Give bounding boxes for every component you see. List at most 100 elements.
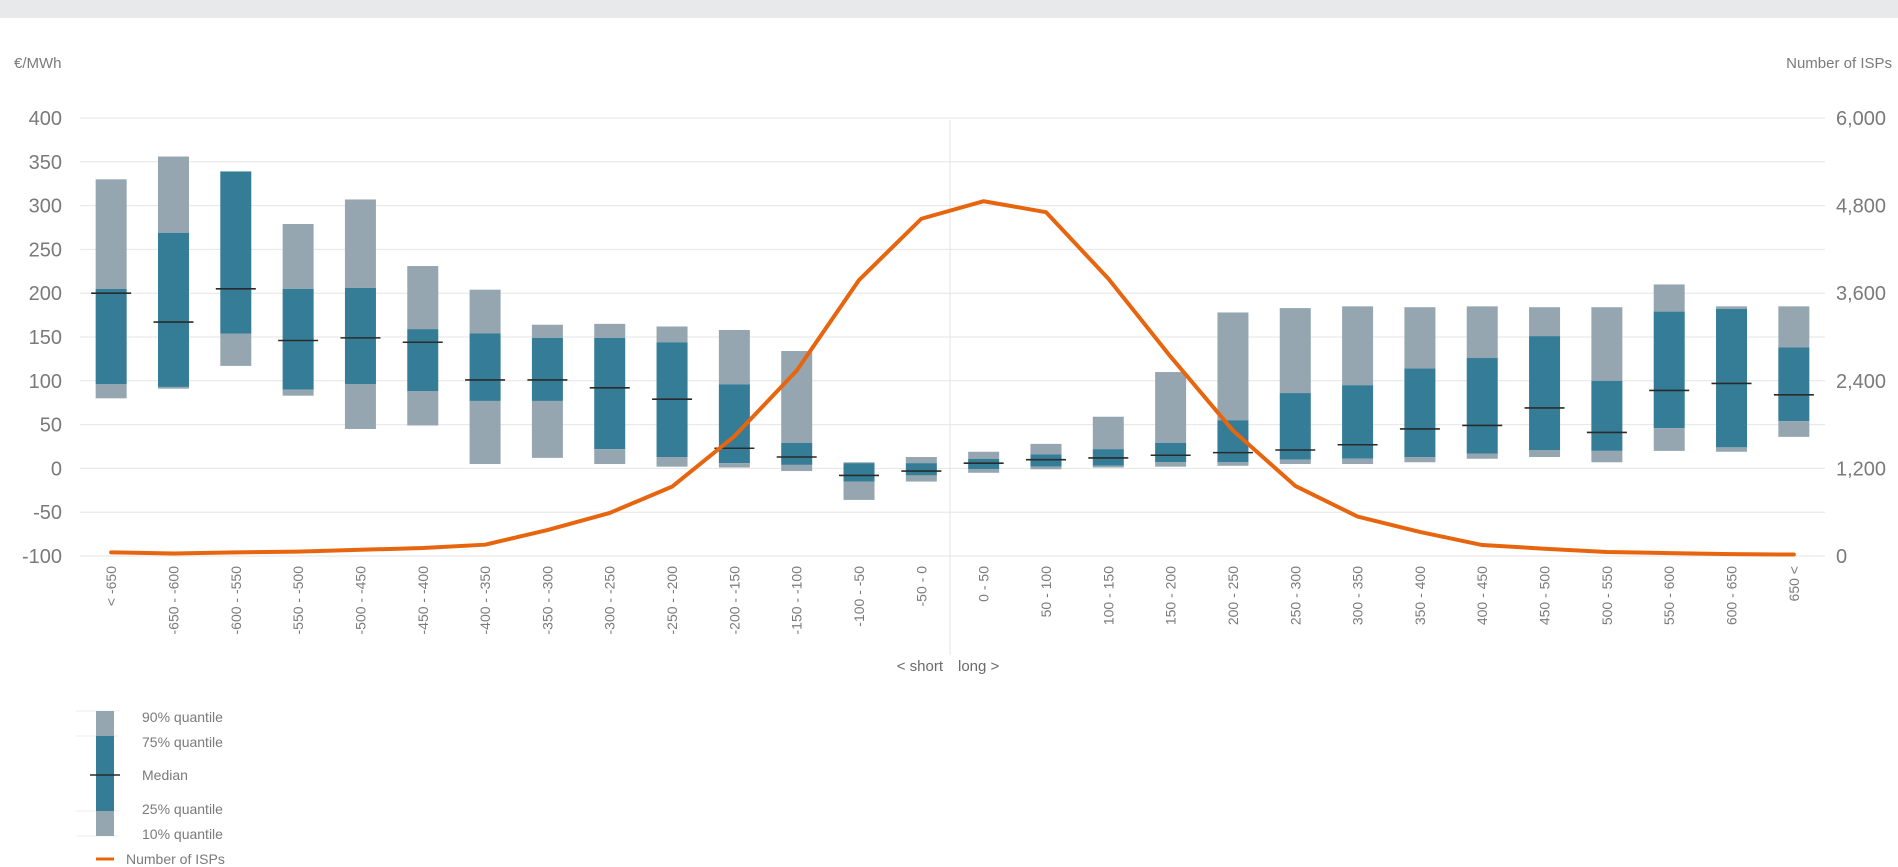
bar-q75-q90 [95, 179, 127, 289]
bar-q75-q90 [968, 451, 1000, 459]
bar-q10-q25 [1342, 458, 1374, 465]
bar-q75-q90 [1217, 312, 1249, 421]
bar-q75-q90 [1030, 443, 1062, 455]
bar-q75-q90 [1591, 307, 1623, 381]
left-tick-label: 400 [29, 108, 62, 130]
right-tick-label: 0 [1836, 546, 1847, 568]
bar-q75-q90 [594, 323, 626, 338]
left-tick-label: -50 [33, 502, 62, 524]
bar-q25-q75 [220, 171, 252, 334]
bar-q25-q75 [157, 232, 189, 387]
category-label: -500 - -450 [352, 566, 368, 635]
bar-q10-q25 [1716, 447, 1748, 452]
left-tick-label: 150 [29, 327, 62, 349]
bar-q10-q25 [843, 481, 875, 500]
bar-q75-q90 [469, 289, 501, 334]
legend-q75-label: 75% quantile [142, 734, 223, 750]
bar-q75-q90 [656, 326, 688, 343]
bar-q75-q90 [781, 351, 813, 443]
bar-q10-q25 [344, 384, 376, 429]
long-label: long > [958, 658, 1000, 675]
category-label: -150 - -100 [789, 566, 805, 635]
category-label: -250 - -200 [664, 566, 680, 635]
bar-q75-q90 [407, 266, 439, 330]
bar-q25-q75 [968, 458, 1000, 470]
legend: 90% quantile 75% quantile Median 25% qua… [76, 709, 225, 867]
bar-q75-q90 [843, 462, 875, 464]
category-label: 150 - 200 [1163, 566, 1179, 625]
short-label: < short [897, 658, 944, 675]
left-tick-label: 100 [29, 371, 62, 393]
axes: 400 350 300 250 200 150 100 50 0 -50 -100 6,000 4,80… [22, 108, 1886, 634]
category-label: 650 < [1786, 566, 1802, 601]
bar-q25-q75 [1466, 358, 1498, 454]
left-tick-label: 300 [29, 196, 62, 218]
bar-q10-q25 [1279, 459, 1311, 465]
bar-q10-q25 [1217, 462, 1249, 466]
category-label: 0 - 50 [976, 566, 992, 602]
bar-q75-q90 [157, 156, 189, 233]
bar-q25-q75 [1155, 442, 1187, 463]
bar-q10-q25 [531, 400, 563, 458]
category-label: 100 - 150 [1100, 566, 1116, 625]
legend-q25-label: 25% quantile [142, 801, 223, 817]
bar-q10-q25 [1653, 428, 1685, 451]
bar-q25-q75 [1716, 308, 1748, 448]
category-label: 300 - 350 [1350, 566, 1366, 625]
bar-q75-q90 [718, 329, 750, 385]
category-label: -100 - -50 [851, 566, 867, 627]
category-label: -600 - -550 [228, 566, 244, 635]
category-label: 350 - 400 [1412, 566, 1428, 625]
right-axis-unit: Number of ISPs [1786, 55, 1892, 72]
quantile-bars [91, 156, 1814, 500]
category-label: -50 - 0 [913, 566, 929, 607]
bar-q25-q75 [344, 287, 376, 385]
category-label: 200 - 250 [1225, 566, 1241, 625]
legend-median-label: Median [142, 767, 188, 783]
left-tick-label: 50 [40, 415, 62, 437]
bar-q10-q25 [781, 464, 813, 472]
bar-q25-q75 [843, 463, 875, 482]
bar-q10-q25 [1404, 457, 1436, 463]
bar-q25-q75 [1279, 393, 1311, 460]
category-label: 50 - 100 [1038, 566, 1054, 618]
legend-q90-label: 90% quantile [142, 709, 223, 725]
left-tick-label: 250 [29, 239, 62, 261]
bar-q10-q25 [95, 384, 127, 399]
bar-q10-q25 [1030, 466, 1062, 470]
left-tick-label: 0 [51, 458, 62, 480]
category-label: 550 - 600 [1661, 566, 1677, 625]
bar-q10-q25 [157, 386, 189, 389]
bar-q10-q25 [220, 333, 252, 366]
bar-q75-q90 [905, 457, 937, 464]
bar-q10-q25 [1529, 450, 1561, 458]
bar-q25-q75 [407, 329, 439, 392]
category-label: -400 - -350 [477, 566, 493, 635]
bar-q10-q25 [1778, 421, 1810, 437]
bar-q25-q75 [1030, 454, 1062, 467]
category-label: -200 - -150 [726, 566, 742, 635]
bar-q75-q90 [1529, 307, 1561, 337]
bar-q10-q25 [594, 449, 626, 465]
category-label: 250 - 300 [1287, 566, 1303, 625]
right-tick-label: 6,000 [1836, 108, 1886, 130]
bar-q10-q25 [968, 469, 1000, 473]
bar-q25-q75 [1653, 311, 1685, 429]
left-tick-label: 350 [29, 152, 62, 174]
category-label: -300 - -250 [602, 566, 618, 635]
category-label: -550 - -500 [290, 566, 306, 635]
right-tick-label: 1,200 [1836, 458, 1886, 480]
bar-q25-q75 [1778, 347, 1810, 422]
bar-q10-q25 [282, 389, 314, 396]
bar-q75-q90 [1279, 308, 1311, 394]
bar-q10-q25 [1155, 462, 1187, 467]
legend-q10-label: 10% quantile [142, 826, 223, 842]
isp-line [109, 199, 1796, 557]
left-tick-label: -100 [22, 546, 62, 568]
bar-q75-q90 [1342, 306, 1374, 386]
bar-q10-q25 [656, 457, 688, 467]
bar-q10-q25 [469, 400, 501, 465]
bar-q25-q75 [531, 337, 563, 401]
bar-q10-q25 [1092, 465, 1124, 468]
bar-q75-q90 [344, 199, 376, 288]
